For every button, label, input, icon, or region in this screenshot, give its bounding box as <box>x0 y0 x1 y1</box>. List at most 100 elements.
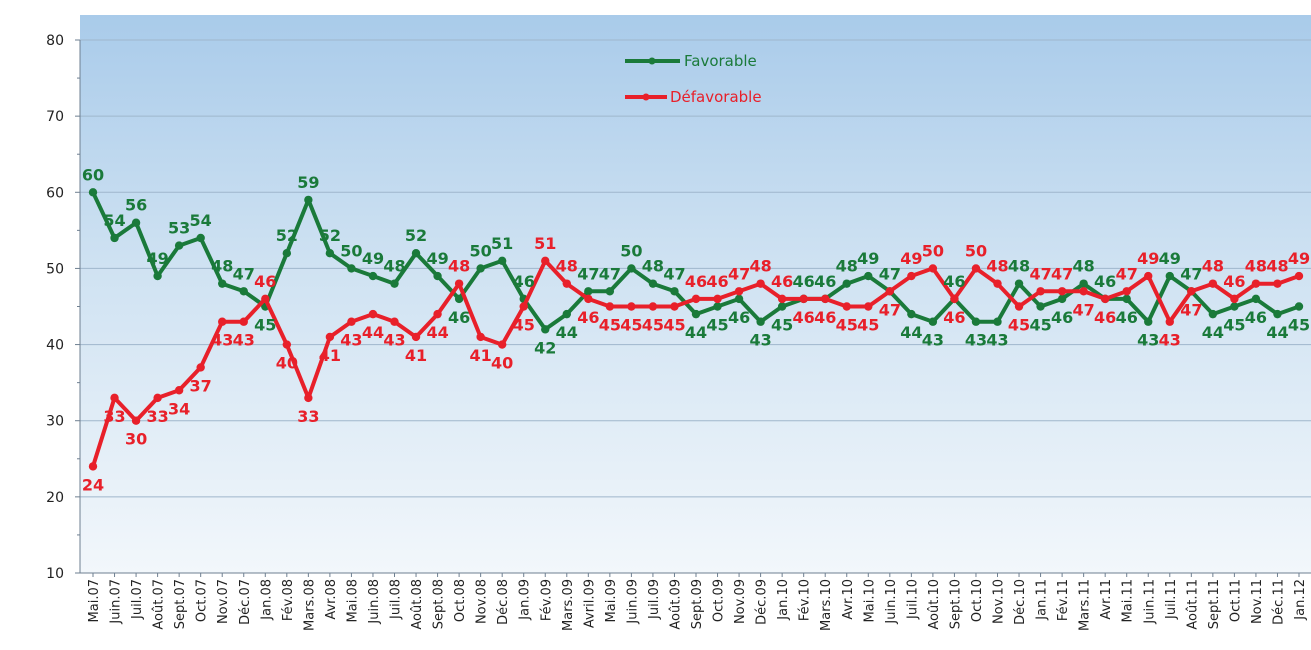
data-label-defavorable: 44 <box>426 323 448 342</box>
x-tick-label: Mars.11 <box>1078 579 1093 631</box>
legend-defavorable-label: Défavorable <box>670 88 762 106</box>
x-tick-label: Août.09 <box>668 579 683 630</box>
point-defavorable <box>971 264 981 273</box>
data-label-defavorable: 43 <box>1159 331 1181 350</box>
x-tick-label: Août.08 <box>410 579 425 630</box>
x-tick-label: Juin.10 <box>884 579 899 625</box>
x-tick-label: Juil.08 <box>389 579 404 620</box>
data-label-defavorable: 47 <box>1116 264 1138 283</box>
data-label-favorable: 46 <box>814 272 836 291</box>
point-defavorable <box>433 309 442 319</box>
point-favorable <box>670 287 679 296</box>
point-defavorable <box>497 340 507 349</box>
data-label-favorable: 46 <box>448 308 470 327</box>
data-label-defavorable: 33 <box>146 407 168 426</box>
data-label-defavorable: 49 <box>1288 249 1310 268</box>
point-favorable <box>1057 294 1067 304</box>
x-tick-label: Oct.09 <box>712 579 727 622</box>
data-label-favorable: 49 <box>1159 249 1181 268</box>
x-tick-label: Juil.10 <box>905 579 920 620</box>
data-label-defavorable: 33 <box>297 407 319 426</box>
point-defavorable <box>261 294 270 304</box>
point-defavorable <box>864 302 873 311</box>
data-label-defavorable: 49 <box>900 249 922 268</box>
data-label-defavorable: 41 <box>470 346 492 365</box>
data-label-defavorable: 48 <box>1202 257 1224 276</box>
point-defavorable <box>799 294 808 304</box>
data-label-favorable: 45 <box>254 316 276 335</box>
x-tick-label: Mars.10 <box>819 579 834 631</box>
data-label-defavorable: 34 <box>168 399 190 418</box>
data-label-favorable: 51 <box>491 234 513 253</box>
point-favorable <box>756 317 765 326</box>
point-favorable <box>411 249 421 258</box>
data-label-favorable: 47 <box>577 264 599 283</box>
x-tick-label: Fév.09 <box>539 579 554 621</box>
data-label-defavorable: 41 <box>405 346 427 365</box>
point-defavorable <box>627 302 636 311</box>
data-label-defavorable: 40 <box>491 354 513 373</box>
data-label-favorable: 48 <box>642 257 664 276</box>
data-label-favorable: 50 <box>340 241 362 260</box>
data-label-favorable: 44 <box>1266 323 1288 342</box>
point-defavorable <box>950 294 959 304</box>
point-defavorable <box>325 332 335 342</box>
data-label-defavorable: 46 <box>685 272 707 291</box>
y-tick-label: 80 <box>46 33 64 49</box>
data-label-favorable: 50 <box>470 241 492 260</box>
legend-favorable-label: Favorable <box>684 52 757 70</box>
point-defavorable <box>1251 279 1261 288</box>
x-tick-label: Nov.10 <box>992 579 1007 624</box>
data-label-favorable: 44 <box>1202 323 1224 342</box>
data-label-defavorable: 48 <box>448 257 470 276</box>
point-favorable <box>777 302 787 311</box>
point-defavorable <box>1294 271 1304 281</box>
point-defavorable <box>648 302 658 311</box>
x-tick-label: Mars.08 <box>302 579 317 631</box>
data-label-defavorable: 45 <box>857 316 879 335</box>
legend-favorable-marker <box>648 57 656 65</box>
data-label-favorable: 49 <box>426 249 448 268</box>
point-favorable <box>131 218 141 227</box>
x-tick-label: Juin.07 <box>109 579 124 625</box>
y-tick-label: 20 <box>46 490 64 506</box>
point-favorable <box>648 279 658 288</box>
point-favorable <box>928 317 938 326</box>
point-favorable <box>1208 309 1218 319</box>
x-tick-label: Fév.08 <box>281 579 296 621</box>
x-tick-label: Jan.09 <box>518 579 533 621</box>
x-axis: Mai.07 Juin.07 Juil.07 Août.07 Sept.07 Oct.07… <box>80 572 1311 631</box>
point-defavorable <box>928 264 938 273</box>
y-tick-label: 10 <box>46 566 64 582</box>
point-favorable <box>1144 317 1153 326</box>
data-label-favorable: 43 <box>749 331 771 350</box>
x-tick-label: Avr.10 <box>841 579 856 620</box>
point-defavorable <box>476 332 485 342</box>
x-tick-label: Mai.11 <box>1121 579 1136 622</box>
x-tick-label: Fév.10 <box>798 579 813 621</box>
data-label-favorable: 43 <box>922 331 944 350</box>
data-label-favorable: 54 <box>190 211 212 230</box>
y-tick-label: 50 <box>46 261 64 277</box>
point-favorable <box>433 271 442 281</box>
point-defavorable <box>282 340 292 349</box>
data-label-defavorable: 51 <box>534 234 556 253</box>
x-tick-label: Juin.08 <box>367 579 382 625</box>
point-defavorable <box>734 287 744 296</box>
point-defavorable <box>1273 279 1282 288</box>
x-tick-label: Avr.08 <box>324 579 339 620</box>
x-tick-label: Août.10 <box>927 579 942 630</box>
point-favorable <box>282 249 292 258</box>
data-label-defavorable: 47 <box>1180 300 1202 319</box>
x-tick-label: Déc.07 <box>238 579 253 625</box>
data-label-defavorable: 43 <box>211 331 233 350</box>
x-tick-label: Juil.11 <box>1164 579 1179 620</box>
x-tick-label: Jan.11 <box>1035 579 1050 621</box>
point-defavorable <box>1208 279 1218 288</box>
x-tick-label: Août.11 <box>1185 579 1200 630</box>
data-label-defavorable: 33 <box>103 407 125 426</box>
data-label-favorable: 42 <box>534 338 556 357</box>
data-label-favorable: 48 <box>211 257 233 276</box>
y-tick-label: 70 <box>46 109 64 125</box>
point-favorable <box>325 249 335 258</box>
